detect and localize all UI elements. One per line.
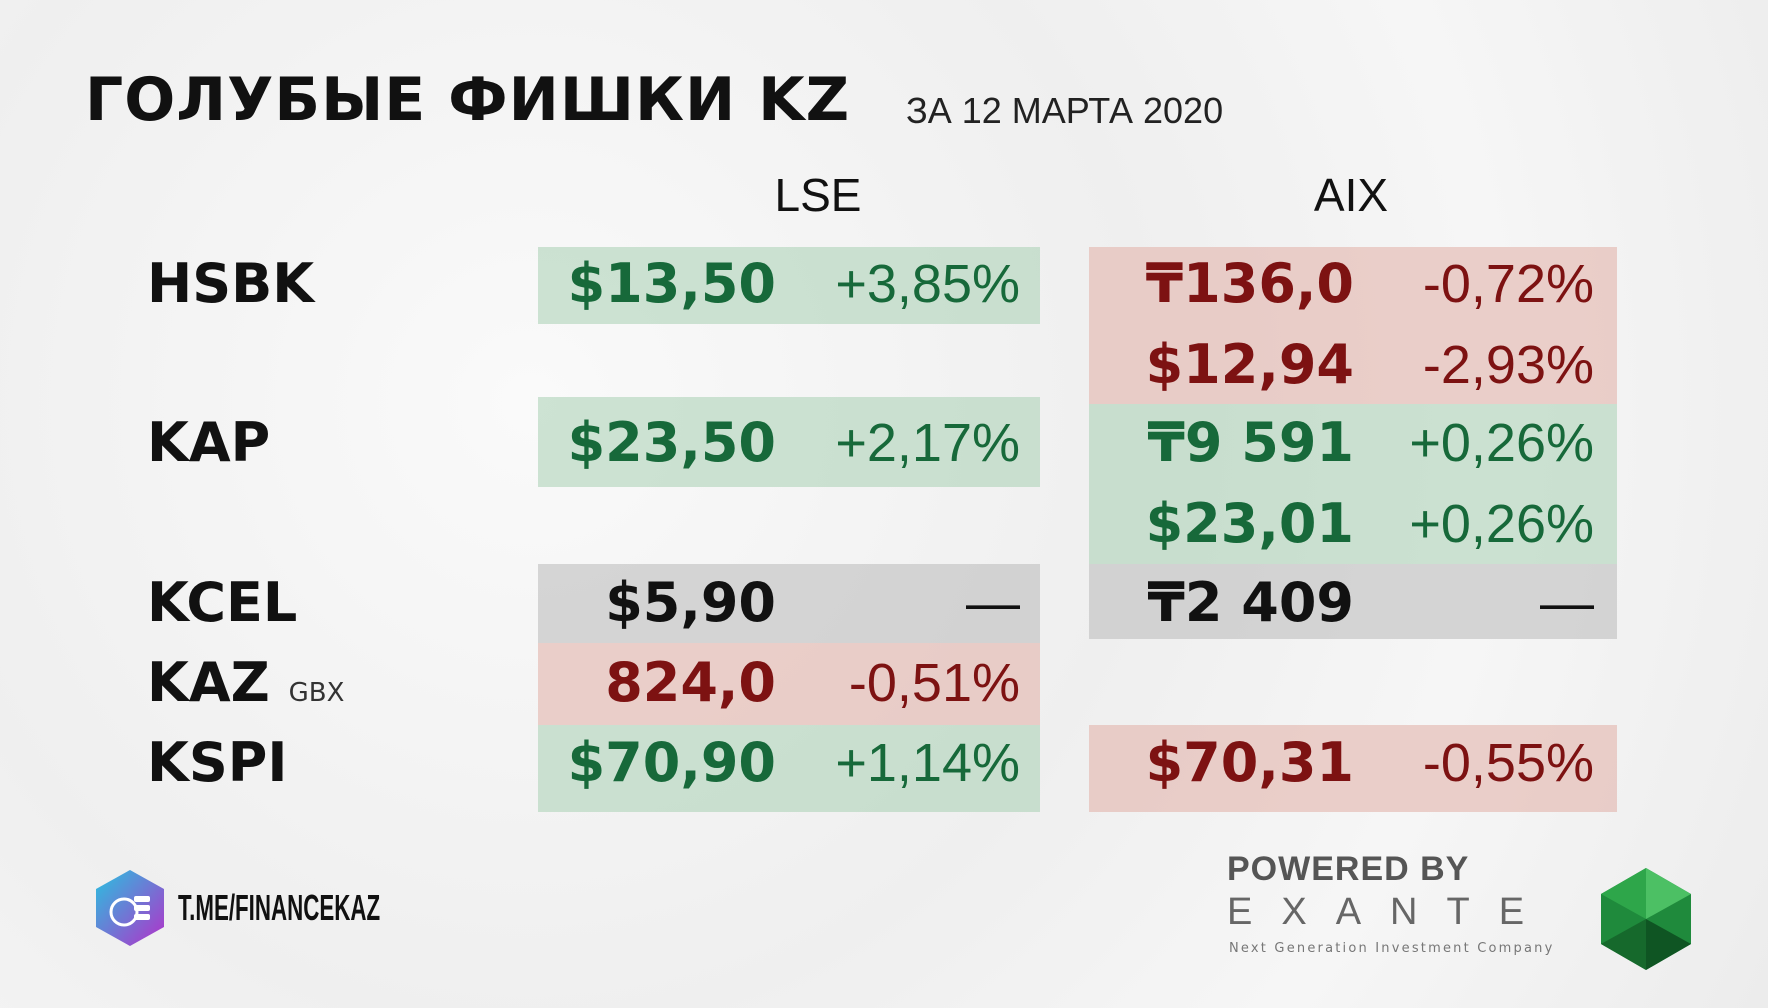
price: $12,94 (1145, 333, 1354, 396)
cell-bg (1089, 247, 1617, 404)
cell-bg (538, 564, 1040, 643)
column-header: LSE (774, 169, 862, 221)
price: $13,50 (567, 252, 776, 315)
price: $23,01 (1145, 492, 1354, 555)
price: $5,90 (605, 571, 776, 634)
cell-bg (538, 643, 1040, 725)
cell-bg (1089, 404, 1617, 564)
change: +0,26% (1409, 413, 1594, 473)
ticker: KCEL (147, 571, 298, 634)
brand-logo (1601, 868, 1691, 970)
change: -0,55% (1422, 733, 1594, 793)
change: — (966, 573, 1020, 633)
cell-bg (538, 397, 1040, 487)
title: ГОЛУБЫЕ ФИШКИ KZ (85, 65, 851, 135)
change: -2,93% (1422, 335, 1594, 395)
price: 824,0 (605, 651, 776, 714)
change: +2,17% (835, 413, 1020, 473)
price: $70,90 (567, 731, 776, 794)
price: $23,50 (567, 411, 776, 474)
ticker: KAZ GBX (147, 656, 344, 710)
change: +1,14% (835, 733, 1020, 793)
ticker: KSPI (147, 731, 288, 794)
channel-logo (96, 870, 164, 946)
change: -0,72% (1422, 254, 1594, 314)
price: $70,31 (1145, 731, 1354, 794)
powered-by: POWERED BY (1227, 850, 1470, 888)
change: -0,51% (848, 653, 1020, 713)
change: — (1540, 573, 1594, 633)
price: ₸2 409 (1147, 571, 1354, 634)
change: +0,26% (1409, 494, 1594, 554)
ticker-name: KAZ (147, 651, 270, 714)
subtitle: ЗА 12 МАРТА 2020 (906, 90, 1224, 131)
price: ₸9 591 (1147, 411, 1354, 474)
brand: EXANTE (1227, 891, 1554, 933)
cell-bg (1089, 564, 1617, 639)
ticker-unit: GBX (288, 678, 345, 708)
ticker: HSBK (147, 252, 315, 315)
ticker: KAP (147, 411, 271, 474)
channel-link: T.ME/FINANCEKAZ (178, 887, 381, 928)
price: ₸136,0 (1145, 252, 1354, 315)
tagline: Next Generation Investment Company (1229, 941, 1555, 956)
cell-bg (538, 725, 1040, 812)
column-header: AIX (1313, 169, 1389, 221)
change: +3,85% (835, 254, 1020, 314)
cell-bg (1089, 725, 1617, 812)
cell-bg (538, 247, 1040, 324)
